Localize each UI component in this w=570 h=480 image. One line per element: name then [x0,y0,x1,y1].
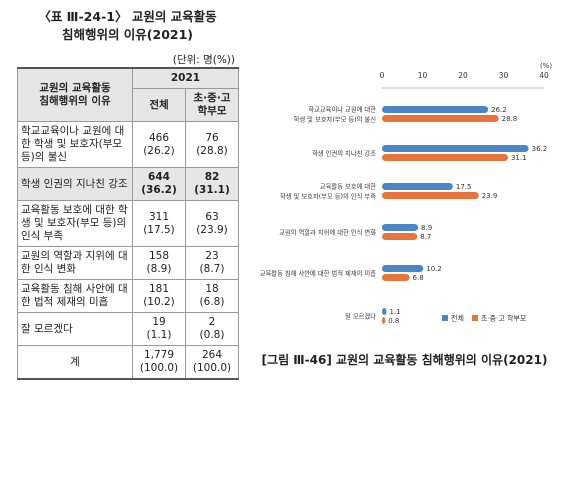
table-total-row: 계 1,779 (100.0) 264 (100.0) [17,345,239,380]
row-value-parents: 23 (8.7) [185,246,239,280]
row-value-all: 19 (1.1) [132,312,186,346]
row-label: 교원의 역할과 지위에 대한 인식 변화 [17,246,133,280]
table-unit: (단위: 명(%)) [172,54,235,66]
data-label: 10.2 [426,265,442,273]
data-table: 교원의 교육활동 침해행위의 이유 2021 전체 초·중·고 학부모 학교교육… [17,67,239,380]
bar [382,224,419,231]
x-tick-label: 30 [499,71,509,80]
row-label: 잘 모르겠다 [17,312,133,346]
legend-swatch [442,315,448,321]
data-label: 23.9 [482,192,498,200]
bar-chart: (%) 0 10 20 30 40 학교교육이나 교원에 대한 학생 및 보호자(부모 등)의… [260,62,553,325]
table-row: 잘 모르겠다 19 (1.1) 2 (0.8) [17,312,239,346]
data-label: 36.2 [532,145,548,153]
table-row: 교육활동 침해 사안에 대한 법적 제재의 미흡 181 (10.2) 18 (6.… [17,279,239,313]
table-title-line1: 〈표 Ⅲ-24-1〉 교원의 교육활동 [38,9,217,24]
legend-label: 초·중·고 학부모 [481,314,527,323]
row-label: 학교교육이나 교원에 대한 학생 및 보호자(부모 등)의 불신 [17,121,133,168]
axis-unit-label: (%) [540,62,552,70]
category-label: 교육활동 침해 사안에 대한 법적 제재의 미흡 [260,269,376,278]
row-value-all: 466 (26.2) [132,121,186,168]
x-tick-label: 10 [418,71,428,80]
table-row: 교육활동 보호에 대한 학생 및 보호자(부모 등)의 인식 부족 311 (17… [17,200,239,247]
category-label: 학교교육이나 교원에 대한 학생 및 보호자(부모 등)의 불신 [294,105,377,124]
legend-swatch [472,315,478,321]
data-label: 26.2 [491,106,507,114]
total-parents: 264 (100.0) [185,345,239,380]
total-label: 계 [17,345,133,380]
bar [382,106,489,113]
table-row: 학교교육이나 교원에 대한 학생 및 보호자(부모 등)의 불신 466 (26.… [17,121,239,168]
x-tick-label: 40 [539,71,549,80]
category-label: 교원의 역할과 지위에 대한 인식 변화 [279,228,376,237]
header-all: 전체 [132,88,186,122]
header-year: 2021 [132,67,239,89]
data-label: 1.1 [389,308,400,316]
total-all: 1,779 (100.0) [132,345,186,380]
bar [382,145,529,152]
row-label: 학생 인권의 지나친 강조 [17,167,133,201]
bar [382,154,508,161]
row-label: 교육활동 침해 사안에 대한 법적 제재의 미흡 [17,279,133,313]
row-label: 교육활동 보호에 대한 학생 및 보호자(부모 등)의 인식 부족 [17,200,133,247]
bar [382,265,424,272]
data-label: 28.8 [502,115,518,123]
row-value-parents: 2 (0.8) [185,312,239,346]
row-value-all: 158 (8.9) [132,246,186,280]
row-value-all: 311 (17.5) [132,200,186,247]
bar [382,183,453,190]
table-row: 학생 인권의 지나친 강조 644 (36.2) 82 (31.1) [17,167,239,201]
row-value-parents: 76 (28.8) [185,121,239,168]
table-body: 학교교육이나 교원에 대한 학생 및 보호자(부모 등)의 불신 466 (26.… [17,121,239,346]
header-category: 교원의 교육활동 침해행위의 이유 [17,67,133,122]
table-title: 〈표 Ⅲ-24-1〉 교원의 교육활동 침해행위의 이유(2021) [10,8,245,44]
row-value-parents: 82 (31.1) [185,167,239,201]
data-label: 31.1 [511,154,527,162]
row-value-all: 181 (10.2) [132,279,186,313]
data-label: 8.7 [420,233,431,241]
table-row: 교원의 역할과 지위에 대한 인식 변화 158 (8.9) 23 (8.7) [17,246,239,280]
chart-caption: [그림 Ⅲ-46] 교원의 교육활동 침해행위의 이유(2021) [261,353,548,367]
row-value-parents: 18 (6.8) [185,279,239,313]
row-value-all: 644 (36.2) [132,167,186,201]
bar [382,274,410,281]
bar [382,317,386,324]
row-value-parents: 63 (23.9) [185,200,239,247]
bar [382,233,418,240]
bar [382,115,499,122]
data-label: 6.8 [413,274,424,282]
table-subheader-row: 전체 초·중·고 학부모 [18,88,239,122]
data-label: 8.9 [421,224,432,232]
data-label: 0.8 [388,317,399,325]
table-title-line2: 침해행위의 이유(2021) [61,27,194,42]
data-label: 17.5 [456,183,472,191]
category-label: 잘 모르겠다 [345,312,376,321]
table-header-row: 교원의 교육활동 침해행위의 이유 2021 [17,67,239,122]
category-label: 학생 인권의 지나친 강조 [312,149,376,158]
bar [382,308,387,315]
category-label: 교육활동 보호에 대한 학생 및 보호자(부모 등)의 인식 부족 [280,182,376,201]
x-tick-label: 20 [458,71,468,80]
x-tick-label: 0 [380,71,385,80]
legend-label: 전체 [451,314,464,323]
bar [382,192,479,199]
header-parents: 초·중·고 학부모 [185,88,239,122]
